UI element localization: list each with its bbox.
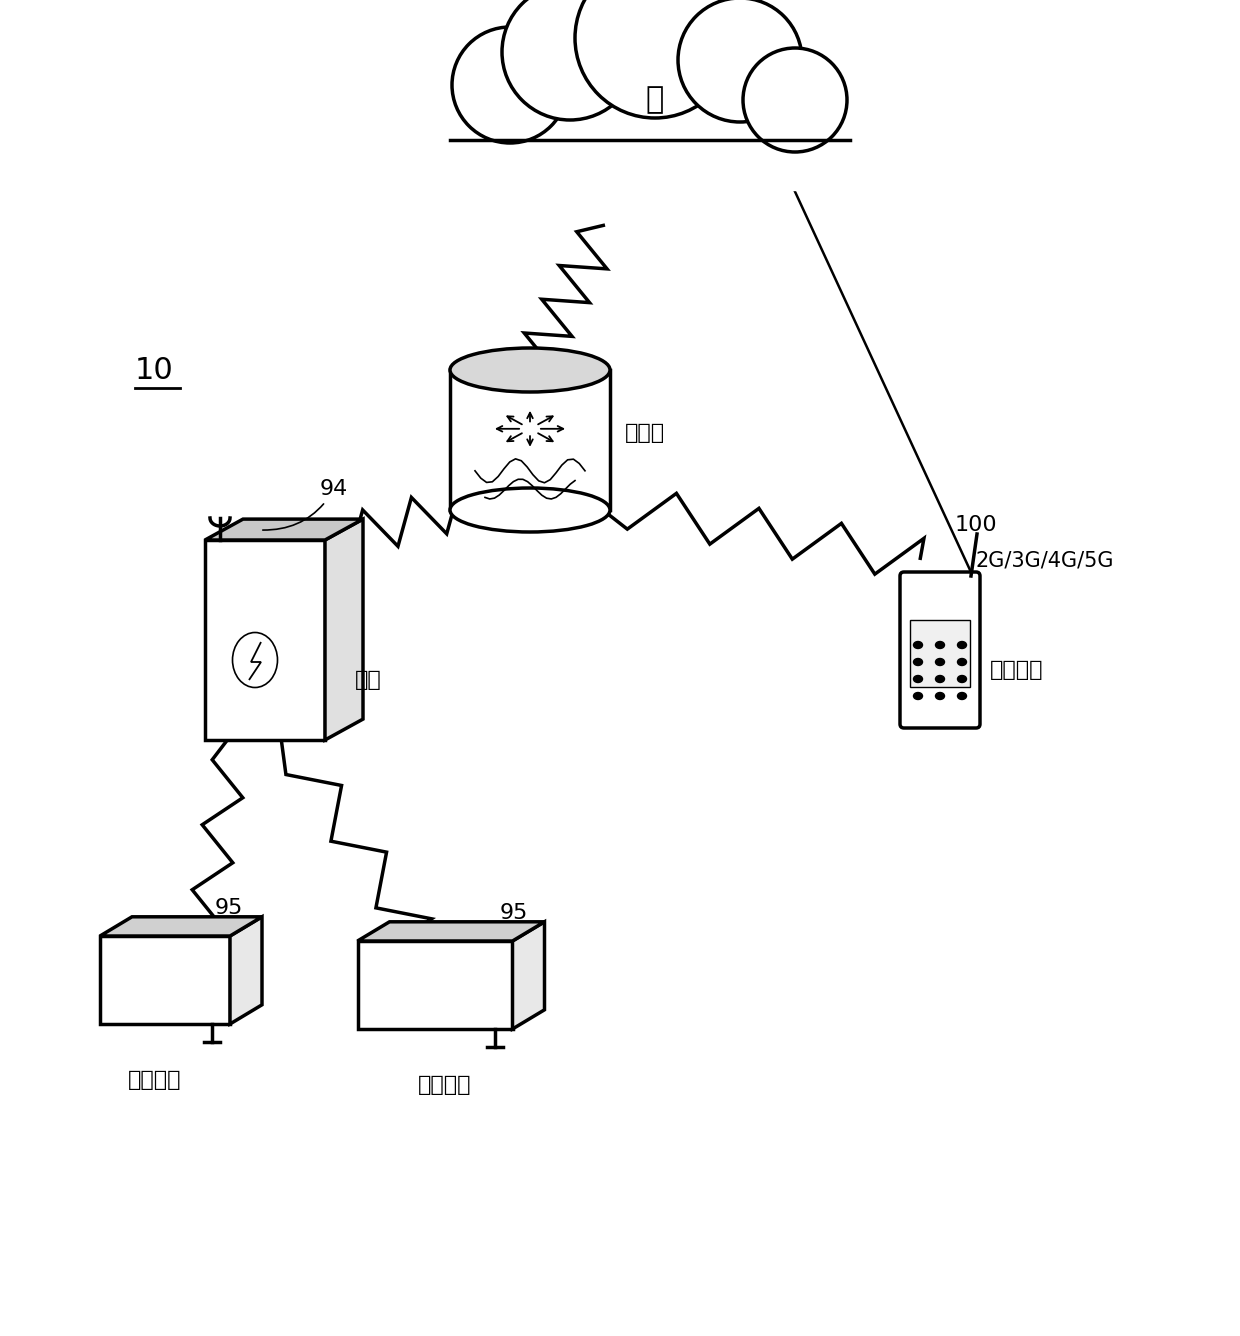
- Text: 网关: 网关: [355, 669, 382, 689]
- FancyBboxPatch shape: [910, 620, 970, 687]
- Ellipse shape: [935, 676, 945, 683]
- Circle shape: [502, 0, 639, 120]
- Ellipse shape: [935, 692, 945, 700]
- FancyBboxPatch shape: [450, 370, 610, 510]
- Circle shape: [743, 48, 847, 152]
- Polygon shape: [357, 941, 512, 1029]
- Text: 95: 95: [500, 903, 528, 923]
- Polygon shape: [205, 540, 325, 740]
- Circle shape: [575, 0, 735, 118]
- Polygon shape: [100, 937, 229, 1023]
- Ellipse shape: [957, 641, 966, 648]
- Text: 路由器: 路由器: [625, 424, 665, 444]
- Polygon shape: [357, 922, 544, 941]
- Polygon shape: [229, 916, 262, 1023]
- Ellipse shape: [914, 692, 923, 700]
- Text: 2G/3G/4G/5G: 2G/3G/4G/5G: [976, 550, 1115, 570]
- Text: 10: 10: [135, 355, 174, 385]
- Ellipse shape: [935, 641, 945, 648]
- Circle shape: [453, 27, 568, 143]
- Ellipse shape: [914, 641, 923, 648]
- Ellipse shape: [957, 676, 966, 683]
- Ellipse shape: [914, 659, 923, 665]
- Text: 受控设备: 受控设备: [418, 1075, 471, 1096]
- FancyBboxPatch shape: [900, 572, 980, 728]
- Polygon shape: [100, 916, 262, 937]
- Ellipse shape: [450, 488, 610, 532]
- Text: 100: 100: [955, 514, 998, 534]
- Circle shape: [678, 0, 802, 122]
- Text: 移动终端: 移动终端: [990, 660, 1044, 680]
- Ellipse shape: [957, 692, 966, 700]
- Polygon shape: [205, 520, 363, 540]
- Text: 云: 云: [646, 86, 665, 115]
- Polygon shape: [325, 520, 363, 740]
- Polygon shape: [512, 922, 544, 1029]
- Text: 受控设备: 受控设备: [128, 1070, 182, 1090]
- Ellipse shape: [935, 659, 945, 665]
- Ellipse shape: [914, 676, 923, 683]
- Text: 95: 95: [215, 898, 243, 918]
- Text: 94: 94: [263, 480, 348, 530]
- Ellipse shape: [957, 659, 966, 665]
- Ellipse shape: [450, 347, 610, 391]
